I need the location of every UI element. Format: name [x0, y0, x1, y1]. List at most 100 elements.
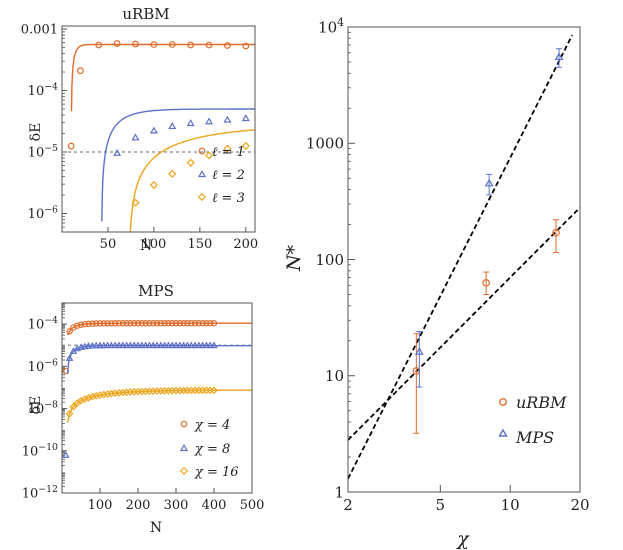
urbm-legend: ℓ = 1 ℓ = 2 ℓ = 3	[197, 145, 245, 206]
nstar-ytick-label-exp: 4	[337, 16, 344, 29]
mps-point-1	[210, 341, 218, 349]
urbm-point-0	[168, 41, 176, 48]
mps-point-0	[92, 320, 100, 327]
mps-point-1	[62, 451, 70, 458]
mps-ytick-label-exp: −4	[44, 315, 58, 326]
urbm-fit-curve-1	[101, 108, 255, 222]
panel-urbm: uRBM δE N 10−6 10−5 10−4 0.001 50 100 150 200 ℓ…	[21, 5, 258, 254]
mps-point-0	[187, 320, 195, 327]
mps-xtick-label: 300	[164, 498, 189, 513]
mps-point-1	[198, 341, 207, 349]
urbm-xtick-label: 100	[141, 237, 166, 252]
nstar-ytick-label: 1	[334, 483, 344, 501]
nstar-ytick-label: 100	[315, 251, 344, 269]
mps-point-2	[65, 409, 74, 418]
nstar-ylabel: N*	[283, 244, 305, 272]
mps-frame	[61, 302, 253, 494]
urbm-point-0	[150, 41, 158, 48]
mps-point-0	[100, 320, 108, 327]
mps-point-0	[176, 320, 183, 327]
mps-point-1	[206, 341, 214, 349]
mps-point-0	[153, 320, 161, 327]
urbm-legend-marker-l3	[197, 192, 207, 202]
mps-point-1	[126, 341, 135, 349]
nstar-point-1	[414, 347, 424, 355]
mps-point-1	[100, 341, 108, 349]
mps-point-0	[104, 320, 111, 327]
mps-point-1	[111, 341, 119, 349]
nstar-frame	[347, 26, 581, 493]
urbm-ytick-label-exp: −6	[44, 205, 58, 216]
urbm-point-0	[67, 142, 75, 150]
nstar-ytick-label: 104	[318, 16, 344, 36]
urbm-xtick-label: 150	[187, 237, 212, 252]
mps-point-0	[157, 320, 164, 327]
nstar-point-1	[484, 178, 494, 187]
urbm-ytick-label: 10−6	[28, 205, 58, 222]
mps-point-0	[123, 320, 130, 327]
mps-ytick-label: 10−4	[28, 315, 58, 332]
mps-legend-marker-chi8	[179, 444, 189, 452]
mps-point-1	[168, 341, 176, 349]
nstar-xlabel: χ	[455, 528, 470, 550]
panel-nstar: N* χ 1 10 100 1000 104 2 5 10 20 uRBM MPS	[283, 16, 590, 550]
urbm-point-2	[186, 158, 195, 167]
mps-point-1	[179, 341, 188, 349]
urbm-point-1	[168, 122, 177, 130]
nstar-ytick-label: 10	[325, 367, 344, 385]
mps-point-1	[160, 341, 169, 349]
urbm-point-1	[113, 148, 122, 156]
mps-point-0	[130, 320, 138, 327]
mps-ytick-label-exp: −6	[44, 357, 58, 368]
mps-point-2	[84, 393, 93, 402]
nstar-fit-line-1	[347, 34, 573, 480]
mps-point-0	[127, 320, 134, 327]
mps-point-0	[180, 320, 187, 327]
urbm-xtick-label: 50	[100, 237, 117, 252]
mps-legend-marker-chi16	[179, 466, 189, 476]
mps-point-0	[184, 320, 191, 327]
nstar-xtick-label: 2	[343, 496, 353, 514]
mps-point-2	[210, 386, 218, 395]
nstar-point-1	[554, 52, 564, 61]
urbm-xlabel: N	[140, 238, 152, 254]
mps-point-0	[85, 320, 92, 328]
mps-point-0	[146, 320, 153, 327]
mps-fit-curve-1	[67, 345, 252, 374]
mps-ytick-label-exp: −8	[44, 400, 58, 411]
nstar-ytick-label: 1000	[306, 135, 344, 153]
mps-point-0	[161, 320, 168, 327]
mps-legend-label-chi16: χ = 16	[194, 465, 239, 480]
urbm-point-0	[113, 40, 121, 47]
mps-point-1	[202, 341, 211, 349]
urbm-point-2	[149, 180, 158, 190]
urbm-point-2	[168, 169, 177, 178]
mps-ytick-label-exp: −12	[38, 484, 58, 495]
mps-point-0	[77, 321, 85, 328]
mps-point-0	[199, 320, 206, 327]
mps-point-1	[183, 341, 192, 349]
mps-ytick-label-exp: −10	[38, 442, 58, 453]
mps-point-1	[157, 341, 165, 349]
panel-mps: MPS δE N 10−12 10−10 10−8 10−6 10−4 100 200 300…	[22, 282, 265, 536]
nstar-point-0	[482, 279, 490, 287]
urbm-point-0	[132, 40, 139, 48]
urbm-point-1	[149, 126, 158, 134]
mps-ytick-label: 10−8	[28, 400, 58, 417]
urbm-point-2	[204, 151, 214, 160]
mps-point-1	[130, 341, 138, 349]
mps-point-0	[111, 320, 119, 327]
mps-legend-label-chi4: χ = 4	[194, 418, 230, 433]
urbm-point-0	[76, 67, 84, 75]
mps-ytick-label: 10−10	[22, 442, 58, 459]
mps-point-0	[210, 320, 218, 327]
urbm-legend-label-l3: ℓ = 3	[212, 191, 245, 206]
urbm-point-0	[95, 41, 103, 49]
urbm-title: uRBM	[122, 5, 169, 23]
mps-point-0	[142, 320, 149, 327]
mps-point-1	[107, 341, 116, 349]
urbm-xtick-label: 200	[233, 237, 258, 252]
mps-point-0	[191, 320, 199, 327]
mps-point-1	[81, 342, 89, 350]
